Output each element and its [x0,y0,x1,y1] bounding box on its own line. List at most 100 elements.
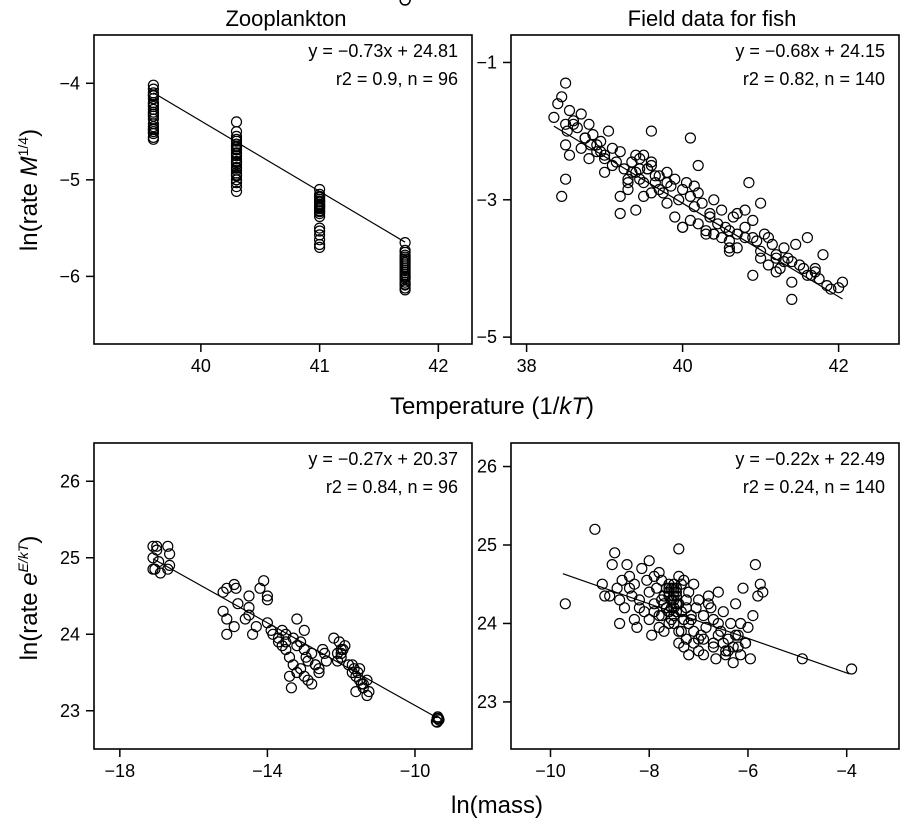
data-point [645,125,658,137]
data-point [567,115,580,127]
data-point [399,284,411,296]
data-point [734,649,747,661]
data-point [770,252,782,264]
data-point [399,244,411,256]
data-point [314,200,326,212]
data-point [571,122,583,134]
data-point [399,249,411,261]
data-point [285,682,297,694]
data-point [313,663,325,675]
data-point [335,651,347,663]
data-point [663,582,675,594]
data-point [314,222,326,234]
data-point [673,625,685,637]
data-point [719,221,732,233]
data-point [739,221,751,233]
data-point [817,249,829,261]
data-point [230,148,243,160]
x-tick-label: −4 [836,761,857,781]
data-point [663,586,675,598]
x-tick-label: −14 [252,761,283,781]
data-point [717,606,729,618]
data-point [399,253,411,265]
data-point [697,609,710,622]
data-point [606,159,619,172]
x-tick-label: −10 [400,761,431,781]
data-point [723,225,736,237]
x-tick-label: 42 [829,356,849,376]
data-point [261,594,273,606]
data-point [610,156,622,168]
data-point [623,570,636,583]
data-point [559,598,571,610]
data-point [821,280,833,292]
data-point [661,197,673,209]
data-point [147,563,159,575]
y-tick-label: 23 [477,692,497,712]
data-point [283,670,296,682]
data-point [230,181,243,193]
data-point [697,633,710,645]
data-point [646,629,658,641]
data-point [688,180,700,192]
data-point [720,649,732,661]
data-point [712,586,724,598]
data-point [725,617,737,630]
y-tick-label: −3 [476,190,497,210]
data-point [797,262,810,275]
data-point [613,617,626,630]
x-tick-label: 40 [673,356,693,376]
data-point [645,159,658,172]
data-point [744,653,757,665]
data-point [230,169,243,181]
data-point [643,555,655,567]
data-point [314,195,326,207]
y-tick-label: 25 [477,535,497,555]
data-point [762,232,775,244]
data-point [147,108,159,120]
data-point [649,177,661,189]
y-tick-label: 26 [477,457,497,477]
data-point [743,177,755,189]
plot-frame [510,34,900,345]
data-point [845,663,858,675]
data-point [151,540,163,552]
data-point [331,647,344,660]
panel-bottom-left: −18 −14 −10 26 25 24 23 y = −0.27x + 20.37 r2 = … [60,442,473,781]
data-point [399,237,411,249]
data-point [643,613,655,626]
data-point [314,225,326,237]
data-point [598,166,611,178]
panel-top-left: 40 41 42 −4 −5 −6 y = −0.73x + 24.81 r2 = 0.9, … [59,0,473,376]
data-point [147,93,159,105]
data-point [243,590,255,602]
data-point [645,156,658,168]
regression-line [152,558,438,719]
data-point [606,558,618,571]
data-point [147,127,159,140]
data-point [790,238,802,250]
data-point [221,628,233,640]
data-point [314,229,326,241]
data-point [702,598,715,610]
data-point [298,624,310,637]
data-point [559,139,572,151]
data-point [723,245,736,257]
data-point [430,715,442,728]
data-point [678,613,690,626]
data-point [630,204,642,216]
data-point [832,282,845,294]
data-point [302,674,314,686]
data-point [669,211,681,223]
regression-line [153,92,406,243]
data-point [653,566,665,579]
data-point [221,582,233,594]
plot-frame [510,442,900,750]
data-point [723,242,736,254]
data-point [641,163,654,175]
data-point [399,271,411,283]
data-point [614,207,626,220]
data-point [786,276,798,288]
plot-frame [93,34,473,345]
